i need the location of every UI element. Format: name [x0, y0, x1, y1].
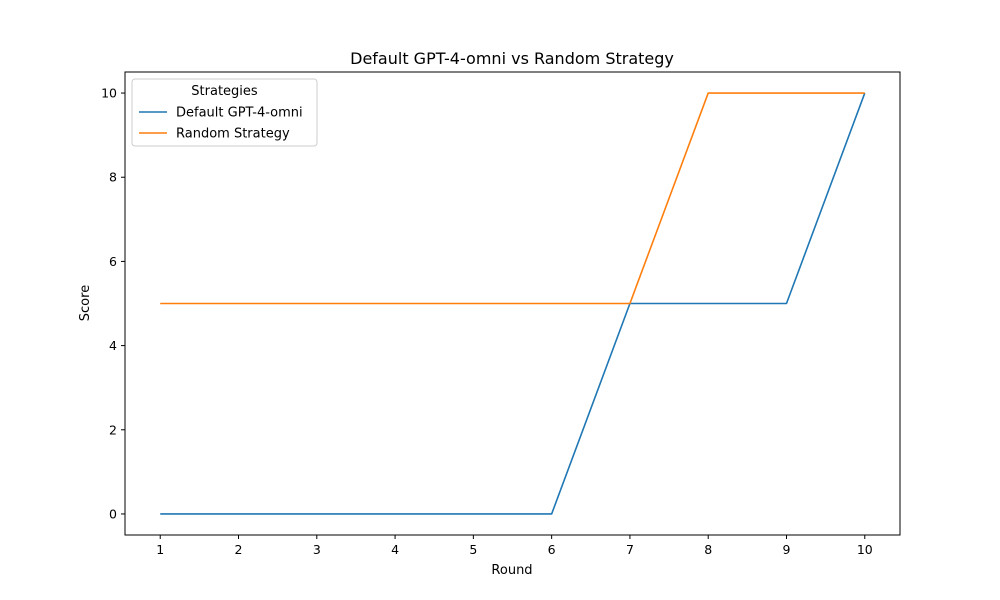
- legend-label-1: Default GPT-4-omni: [176, 106, 303, 121]
- y-tick-label: 6: [109, 254, 117, 269]
- x-tick-label: 9: [783, 542, 791, 557]
- x-tick-label: 2: [235, 542, 243, 557]
- legend: Strategies Default GPT-4-omni Random Stra…: [131, 78, 318, 147]
- y-axis: 0 2 4 6 8 10: [101, 86, 125, 521]
- x-tick-label: 3: [313, 542, 321, 557]
- x-axis: 1 2 3 4 5 6 7 8 9 10: [156, 535, 873, 557]
- series-lines: [160, 92, 866, 515]
- y-tick-label: 4: [109, 338, 117, 353]
- y-tick-label: 2: [109, 422, 117, 437]
- x-tick-label: 1: [156, 542, 164, 557]
- x-tick-label: 10: [857, 542, 873, 557]
- series-line-1: [160, 92, 866, 515]
- x-tick-label: 5: [469, 542, 477, 557]
- legend-box: [131, 78, 318, 147]
- x-tick-label: 8: [704, 542, 712, 557]
- legend-label-2: Random Strategy: [176, 127, 290, 142]
- x-tick-label: 4: [391, 542, 399, 557]
- x-tick-label: 6: [548, 542, 556, 557]
- x-axis-label: Round: [491, 563, 532, 578]
- legend-title: Strategies: [191, 84, 258, 99]
- y-tick-label: 0: [109, 506, 117, 521]
- x-tick-label: 7: [626, 542, 634, 557]
- y-tick-label: 8: [109, 170, 117, 185]
- plot-frame: [124, 71, 901, 536]
- series-line-2: [160, 92, 865, 305]
- y-axis-label: Score: [78, 285, 93, 321]
- chart-title: Default GPT-4-omni vs Random Strategy: [350, 49, 674, 68]
- plot-area: [124, 71, 901, 536]
- y-tick-label: 10: [101, 86, 117, 101]
